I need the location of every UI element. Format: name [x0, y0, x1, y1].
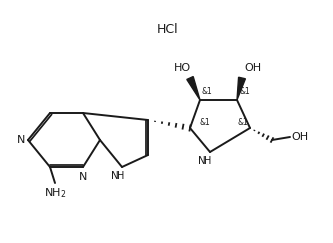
Text: &1: &1	[237, 119, 248, 128]
Text: N: N	[17, 135, 25, 145]
Text: OH: OH	[244, 63, 261, 73]
Text: HO: HO	[173, 63, 190, 73]
Text: NH$_2$: NH$_2$	[44, 186, 66, 200]
Text: &1: &1	[199, 119, 210, 128]
Text: N: N	[111, 171, 119, 181]
Polygon shape	[237, 77, 245, 100]
Text: HCl: HCl	[157, 24, 179, 36]
Text: N: N	[198, 156, 206, 166]
Text: &1: &1	[239, 87, 250, 95]
Text: N: N	[79, 172, 87, 182]
Text: &1: &1	[202, 87, 213, 95]
Polygon shape	[187, 77, 200, 100]
Text: H: H	[204, 156, 212, 166]
Text: H: H	[117, 171, 125, 181]
Text: OH: OH	[291, 132, 309, 142]
